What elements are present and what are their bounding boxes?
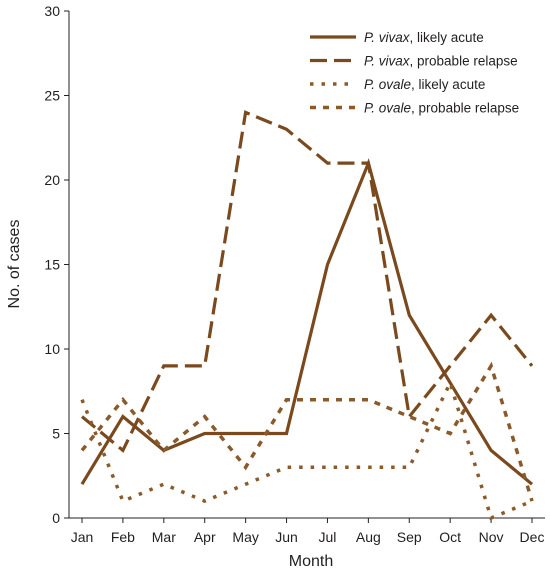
series-lines xyxy=(80,110,534,521)
legend-label-species: P. vivax xyxy=(364,30,411,45)
series-line-p-vivax-likely-acute xyxy=(80,158,534,486)
legend-label-p-ovale-probable-relapse: P. ovale, probable relapse xyxy=(364,101,519,116)
x-tick-label: Feb xyxy=(111,529,135,545)
x-tick-label: May xyxy=(232,529,258,545)
x-axis-title: Month xyxy=(289,553,333,570)
x-tick-label: Jul xyxy=(319,529,337,545)
y-tick-label: 15 xyxy=(44,257,60,273)
x-tick-label: Sep xyxy=(397,529,422,545)
legend-label-p-ovale-likely-acute: P. ovale, likely acute xyxy=(364,77,485,92)
y-tick-label: 25 xyxy=(44,88,60,104)
y-tick-label: 5 xyxy=(52,426,60,442)
legend-label-species: P. ovale xyxy=(364,101,411,116)
legend-label-species: P. vivax xyxy=(364,54,411,69)
legend-label-species: P. ovale xyxy=(364,77,411,92)
y-tick-label: 10 xyxy=(44,341,60,357)
y-tick-label: 0 xyxy=(52,510,60,526)
legend-label-category: , probable relapse xyxy=(411,101,519,116)
series-line-p-vivax-probable-relapse xyxy=(80,110,534,453)
series-line-p-ovale-likely-acute xyxy=(80,378,533,521)
legend-label-category: , likely acute xyxy=(411,77,485,92)
x-tick-label: Oct xyxy=(439,529,461,545)
x-tick-label: Nov xyxy=(479,529,504,545)
axes: 0 5 10 15 20 25 30 Jan Feb Mar Apr May Jun Jul Aug Sep O… xyxy=(44,3,545,545)
series-line-p-ovale-probable-relapse xyxy=(80,361,534,502)
x-tick-label: Apr xyxy=(194,529,216,545)
x-tick-label: Mar xyxy=(152,529,176,545)
x-tick-label: Jan xyxy=(71,529,94,545)
legend-label-p-vivax-likely-acute: P. vivax, likely acute xyxy=(364,30,484,45)
x-tick-label: Dec xyxy=(520,529,545,545)
y-axis-title: No. of cases xyxy=(6,220,23,309)
x-tick-label: Jun xyxy=(275,529,298,545)
legend-label-category: , probable relapse xyxy=(410,54,518,69)
y-tick-label: 20 xyxy=(44,172,60,188)
x-tick-label: Aug xyxy=(356,529,381,545)
legend-label-category: , likely acute xyxy=(410,30,484,45)
legend-label-p-vivax-probable-relapse: P. vivax, probable relapse xyxy=(364,54,518,69)
y-tick-label: 30 xyxy=(44,3,60,19)
